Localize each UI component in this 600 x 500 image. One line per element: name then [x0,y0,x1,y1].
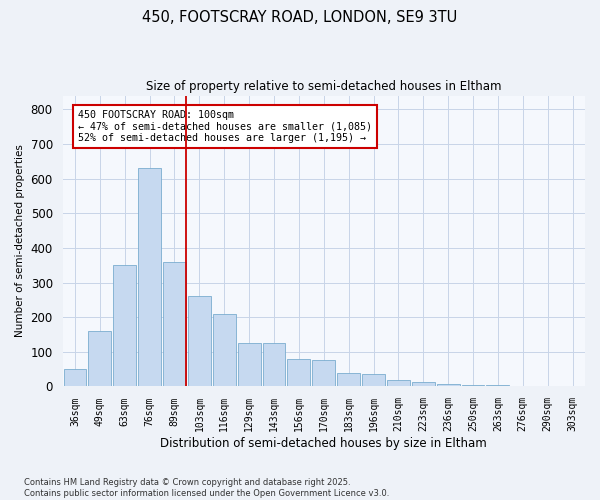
Y-axis label: Number of semi-detached properties: Number of semi-detached properties [15,144,25,338]
Title: Size of property relative to semi-detached houses in Eltham: Size of property relative to semi-detach… [146,80,502,93]
Bar [287,359,310,386]
Bar [113,266,136,386]
Text: 450, FOOTSCRAY ROAD, LONDON, SE9 3TU: 450, FOOTSCRAY ROAD, LONDON, SE9 3TU [142,10,458,25]
X-axis label: Distribution of semi-detached houses by size in Eltham: Distribution of semi-detached houses by … [160,437,487,450]
Bar [138,168,161,386]
Bar [88,331,111,386]
Text: 450 FOOTSCRAY ROAD: 100sqm
← 47% of semi-detached houses are smaller (1,085)
52%: 450 FOOTSCRAY ROAD: 100sqm ← 47% of semi… [78,110,372,144]
Bar [188,296,211,386]
Bar [362,374,385,386]
Bar [213,314,236,386]
Bar [387,380,410,386]
Bar [64,369,86,386]
Bar [238,343,260,386]
Bar [337,372,360,386]
Bar [461,384,484,386]
Bar [437,384,460,386]
Bar [163,262,186,386]
Bar [313,360,335,386]
Bar [263,343,286,386]
Bar [412,382,435,386]
Text: Contains HM Land Registry data © Crown copyright and database right 2025.
Contai: Contains HM Land Registry data © Crown c… [24,478,389,498]
